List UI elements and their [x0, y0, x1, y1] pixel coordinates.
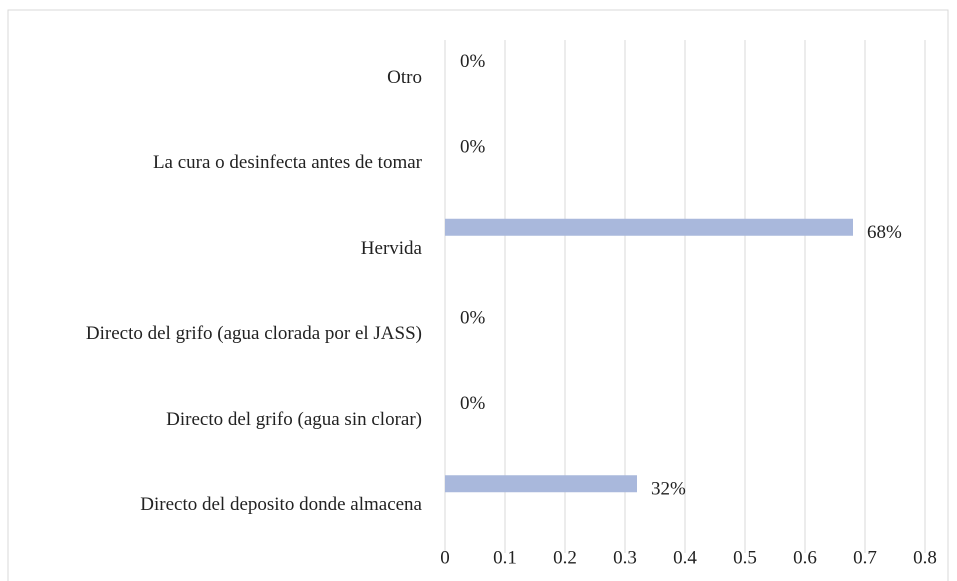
y-tick-label: Directo del grifo (agua clorada por el J… [85, 323, 422, 345]
value-label: 0% [460, 51, 486, 72]
x-tick-label: 0.1 [493, 547, 517, 568]
y-tick-label: Directo del deposito donde almacena [140, 494, 422, 516]
x-tick-label: 0.5 [733, 547, 757, 568]
x-tick-label: 0.8 [913, 547, 937, 568]
value-label: 0% [460, 308, 486, 329]
x-tick-label: 0.7 [853, 547, 877, 568]
value-label: 68% [867, 222, 902, 243]
value-label: 0% [460, 137, 486, 158]
x-tick-label: 0.2 [553, 547, 577, 568]
x-tick-label: 0.6 [793, 547, 817, 568]
x-tick-label: 0.3 [613, 547, 637, 568]
y-tick-label: Directo del grifo (agua sin clorar) [166, 408, 422, 430]
y-tick-label: Otro [387, 66, 422, 88]
value-label: 0% [460, 393, 486, 414]
y-tick-label: Hervida [360, 237, 422, 259]
bar [445, 218, 853, 236]
y-tick-label: La cura o desinfecta antes de tomar [152, 152, 422, 174]
x-tick-label: 0.4 [673, 547, 697, 568]
value-label: 32% [651, 479, 686, 500]
bar [445, 475, 637, 493]
chart-frame [7, 9, 949, 581]
x-tick-label: 0 [440, 547, 450, 568]
